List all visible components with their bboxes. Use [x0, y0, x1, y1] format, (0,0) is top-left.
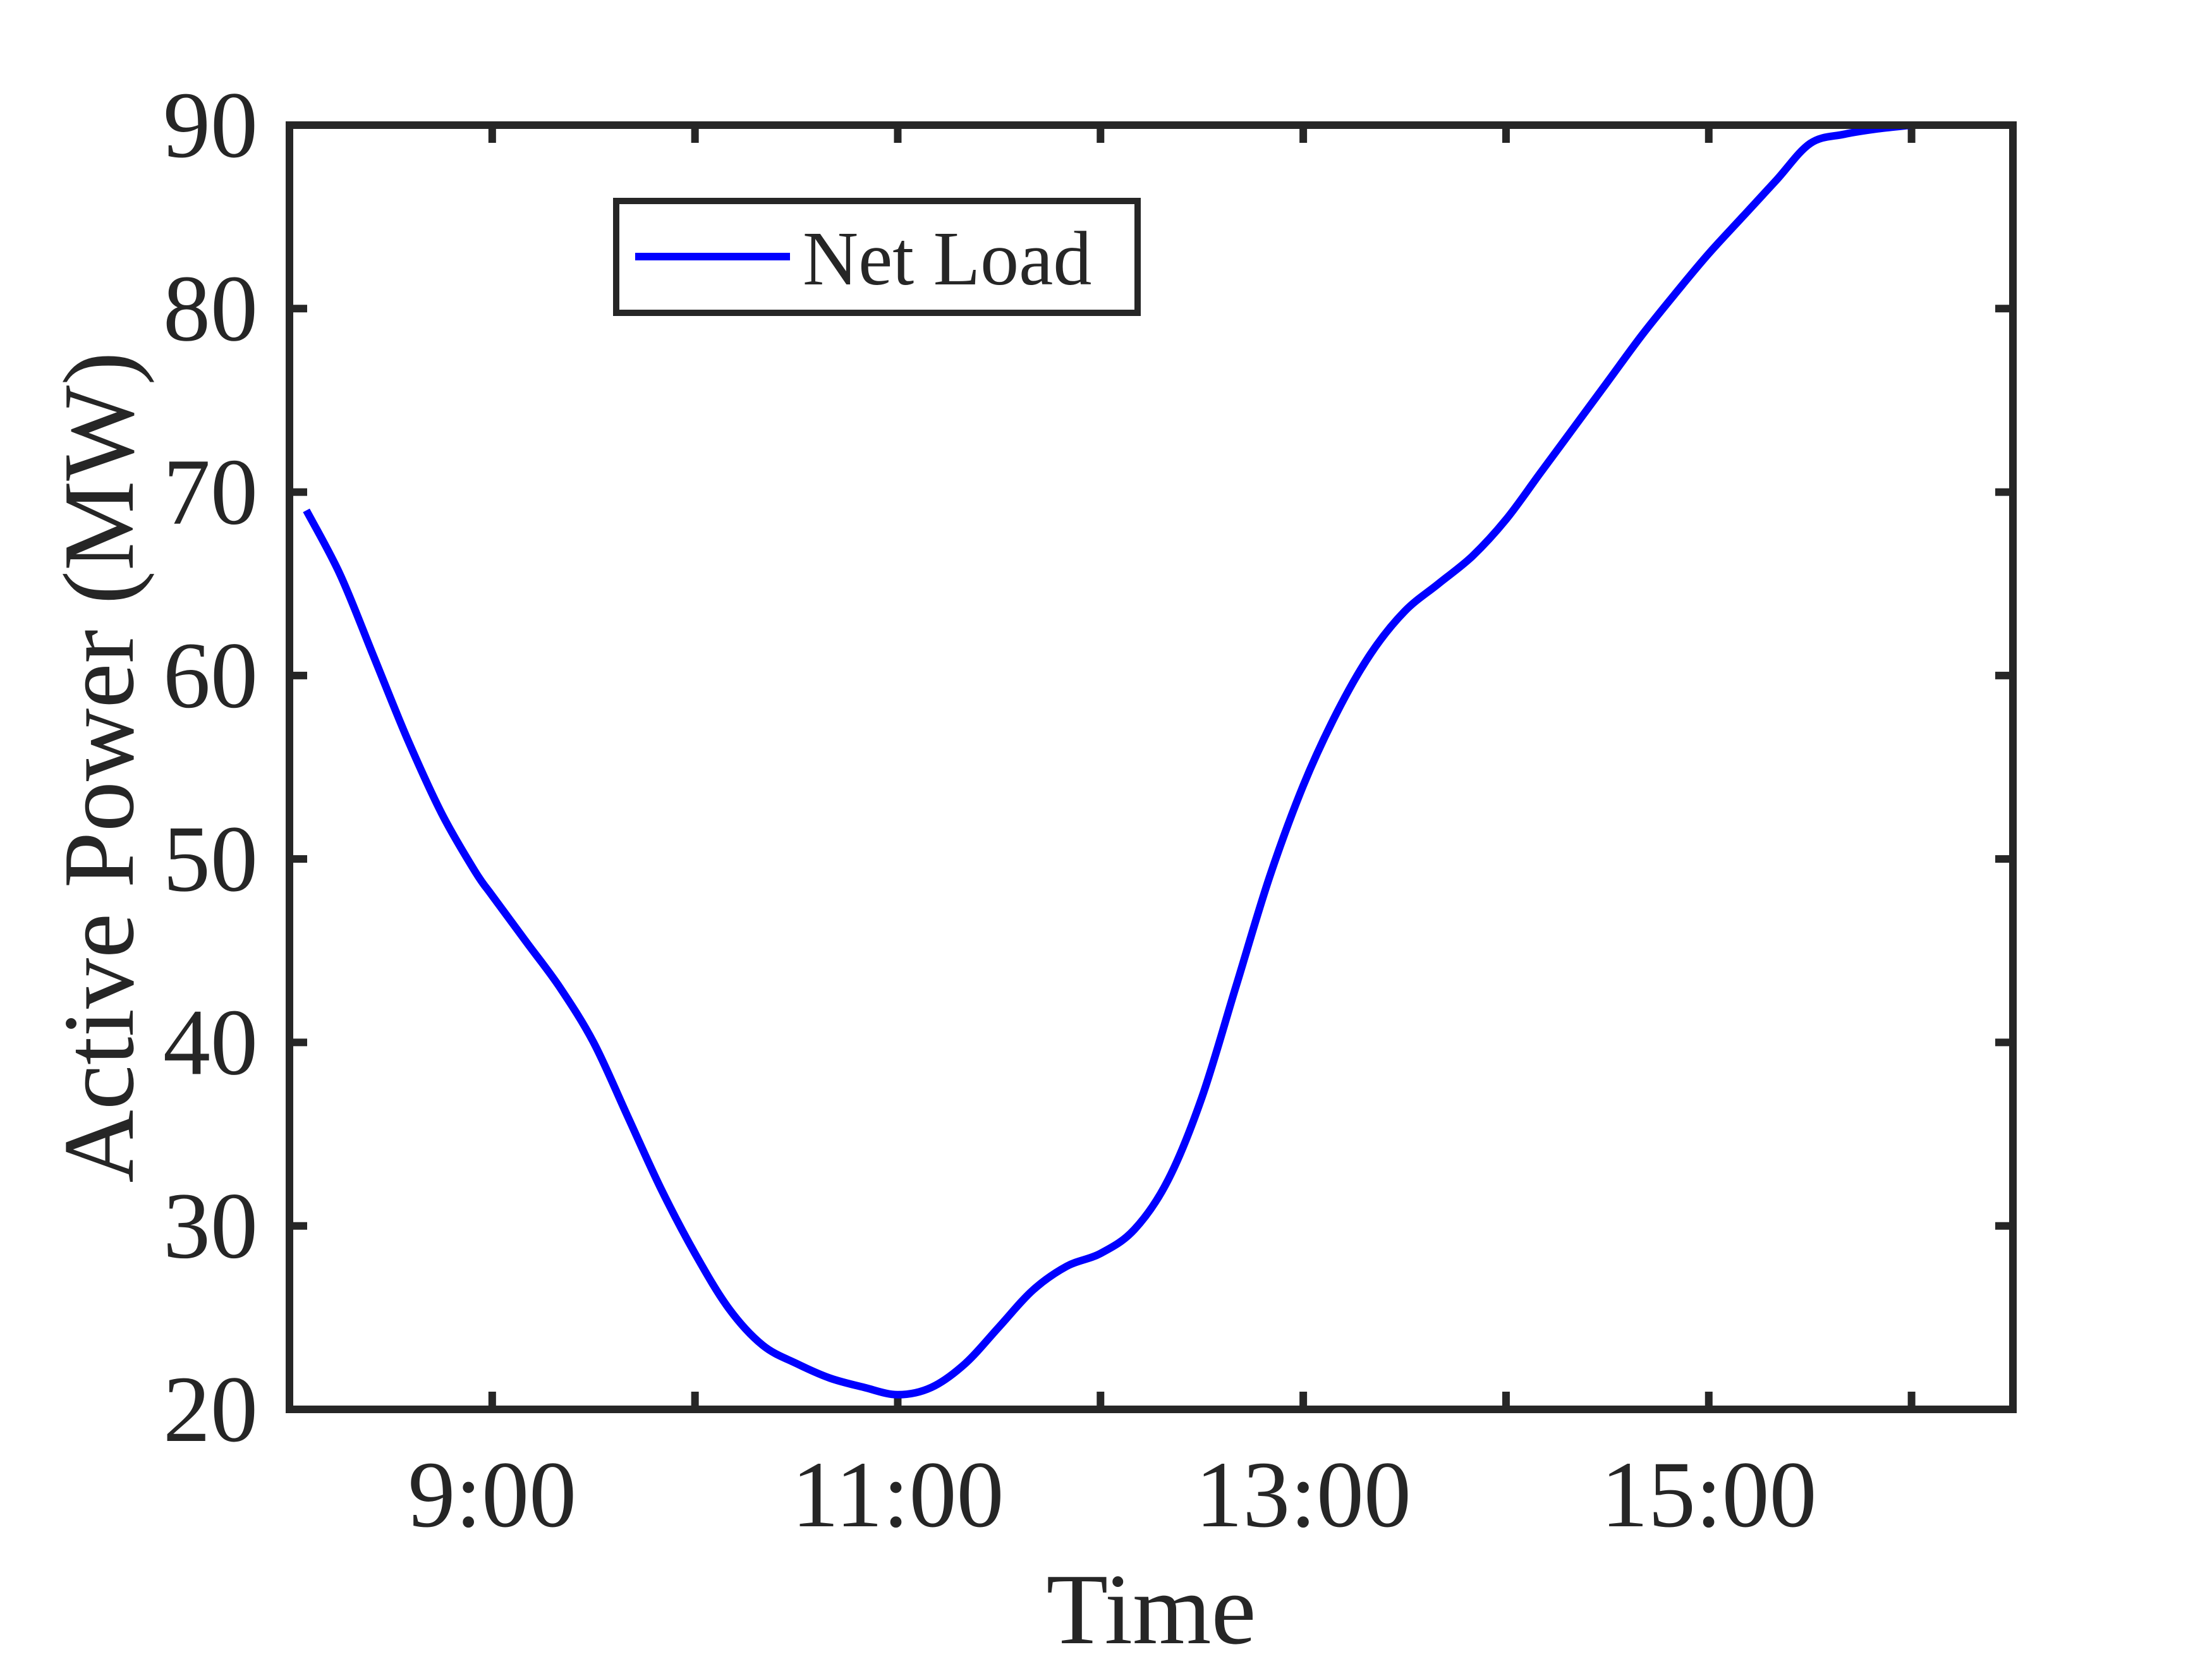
- x-axis-tick-labels: 9:00 11:00 13:00 15:00: [408, 1442, 1816, 1547]
- x-tick-label: 13:00: [1195, 1442, 1411, 1547]
- x-tick-label: 9:00: [408, 1442, 576, 1547]
- plot-area-frame: [286, 121, 2017, 1413]
- y-tick-label: 70: [163, 440, 258, 545]
- y-axis-tick-labels: 20 30 40 50 60 70 80 90: [163, 73, 258, 1462]
- legend-label-net-load: Net Load: [803, 216, 1091, 301]
- x-tick-label: 15:00: [1601, 1442, 1817, 1547]
- y-tick-label: 30: [163, 1174, 258, 1279]
- y-tick-label: 90: [163, 73, 258, 178]
- x-axis-label: Time: [1046, 1553, 1256, 1659]
- x-tick-label: 11:00: [791, 1442, 1004, 1547]
- y-tick-label: 80: [163, 256, 258, 361]
- legend-box: [613, 198, 1141, 316]
- y-tick-label: 60: [163, 623, 258, 728]
- y-tick-label: 20: [163, 1357, 258, 1462]
- legend: Net Load: [613, 198, 1141, 316]
- y-tick-label: 40: [163, 990, 258, 1095]
- net-load-series-line: [303, 121, 1912, 1399]
- y-axis-label: Active Power (MW): [42, 351, 155, 1182]
- y-tick-label: 50: [163, 806, 258, 911]
